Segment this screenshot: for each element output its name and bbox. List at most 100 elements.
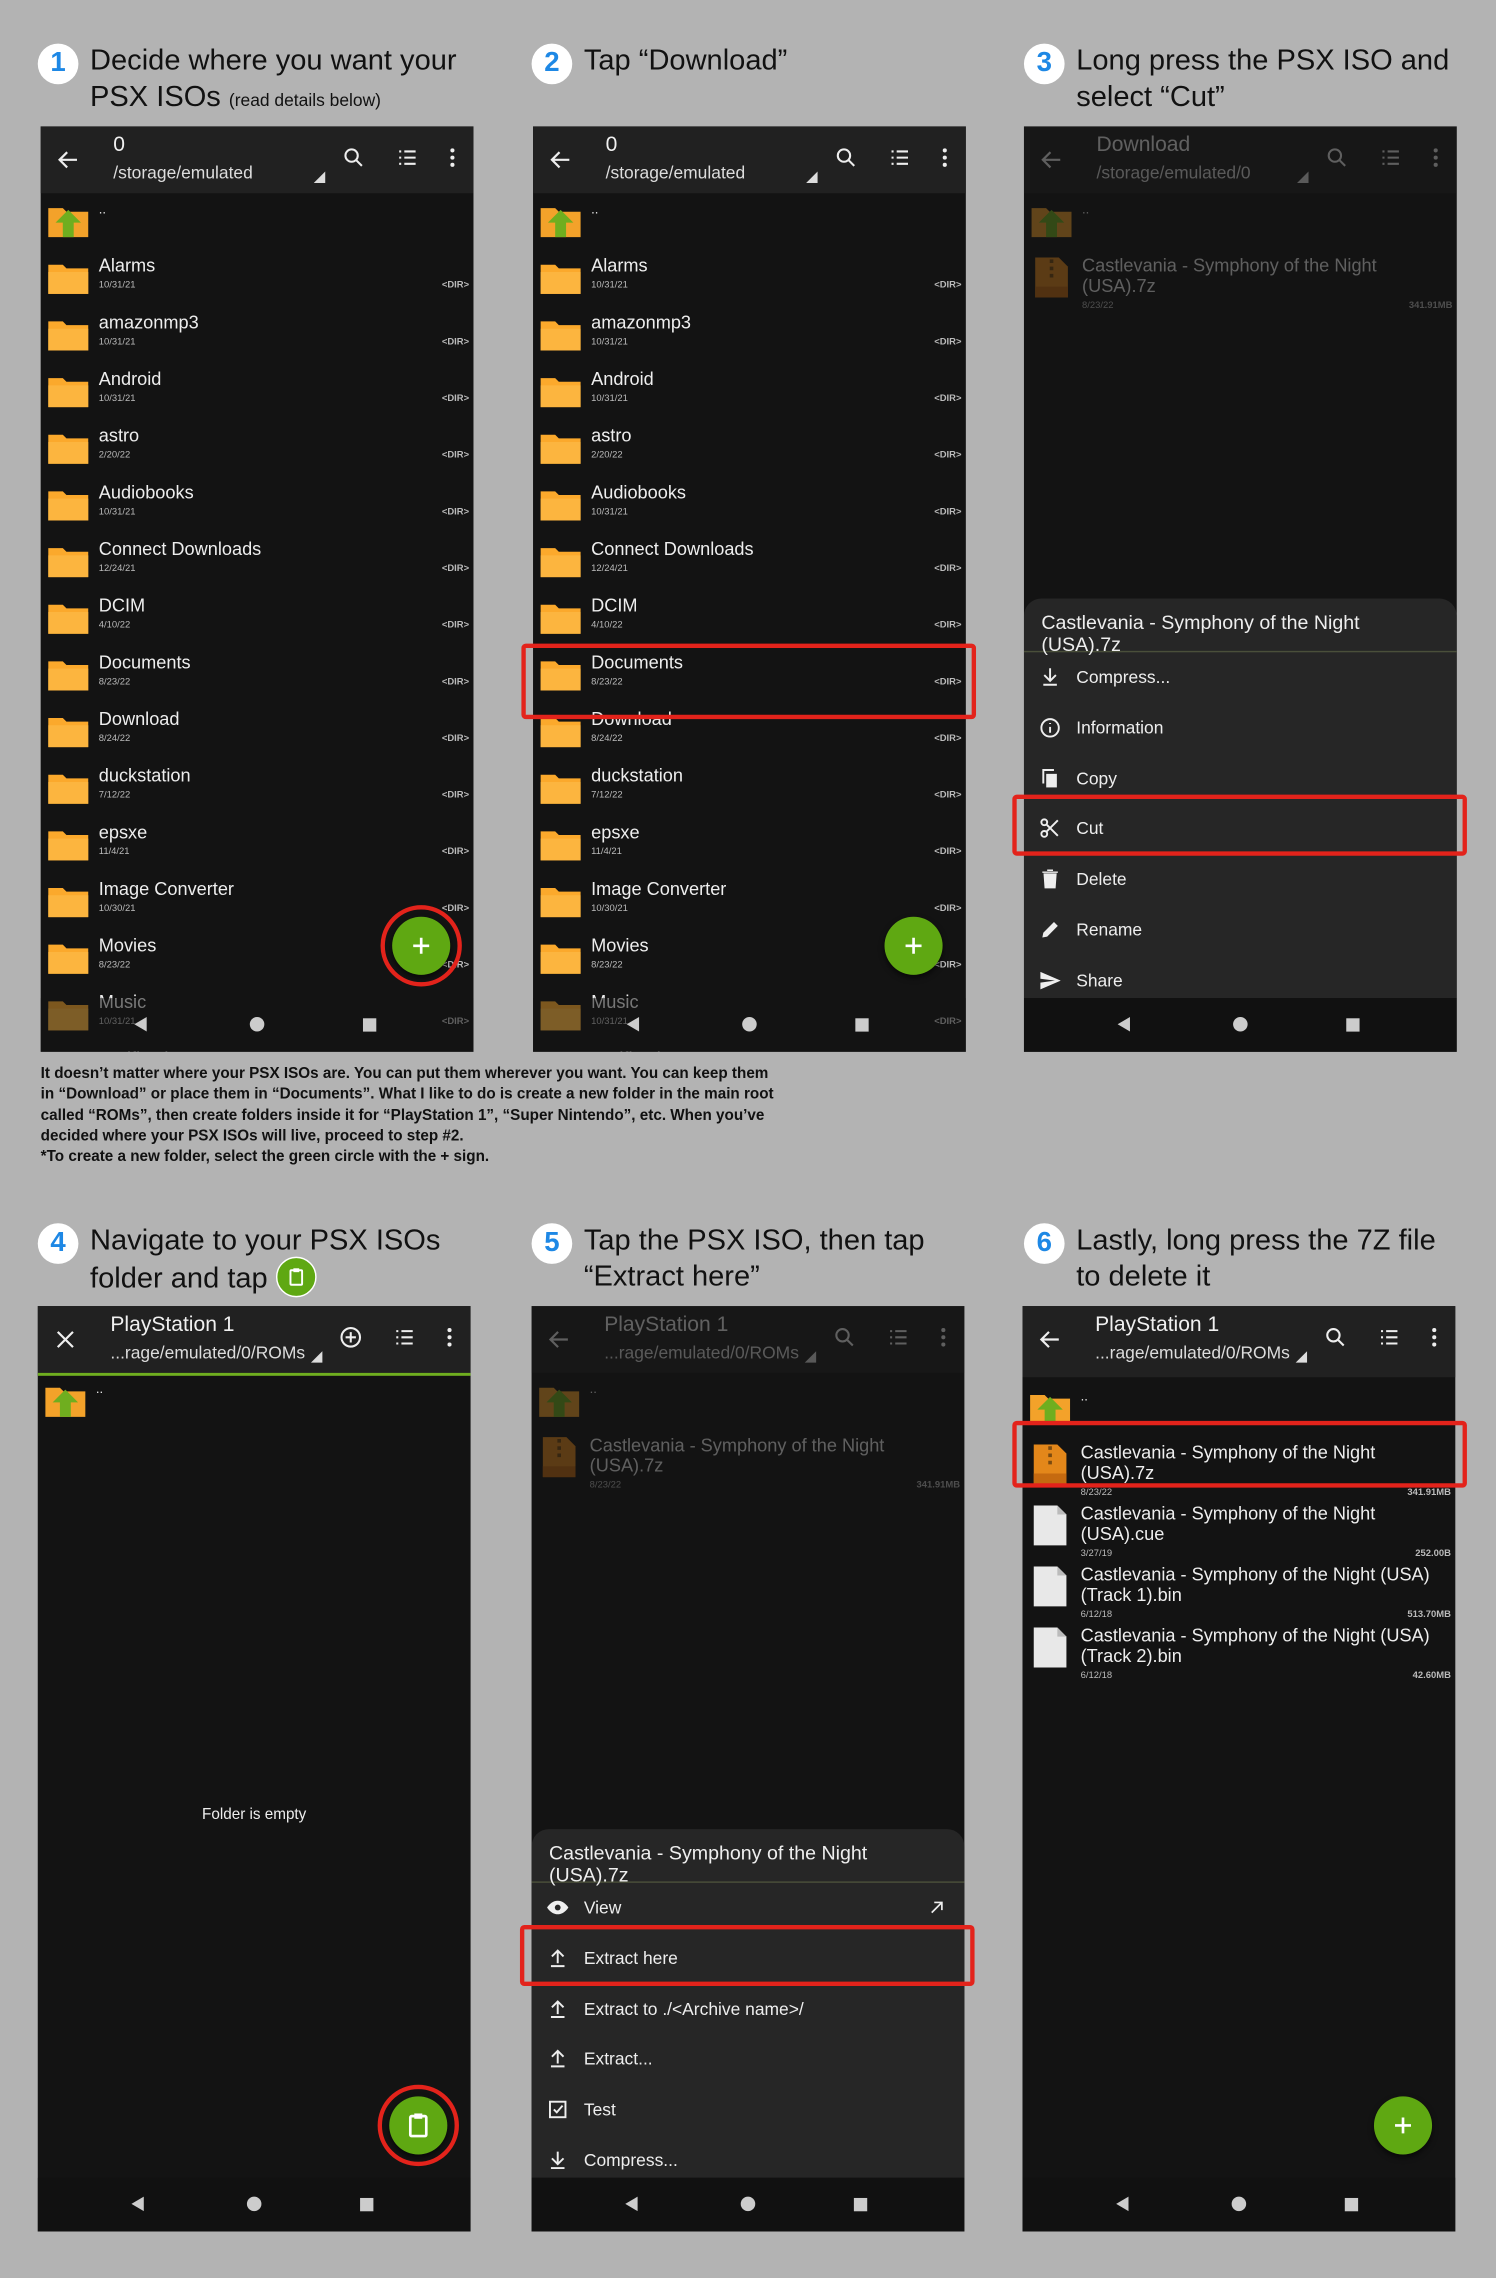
more-button — [450, 148, 455, 167]
view-button — [1382, 150, 1399, 165]
step-title-text: Tap the PSX ISO, then tap “Extract here” — [583, 1224, 925, 1293]
folder-path: /storage/emulated/0 — [1096, 162, 1251, 184]
menu-option[interactable]: Compress... — [1024, 652, 1457, 703]
menu-option[interactable]: Cut — [1024, 804, 1457, 855]
file-row[interactable]: Alarms 10/31/21 <DIR> — [41, 250, 474, 307]
step-number: 2 — [531, 43, 573, 85]
file-date: 2/20/22 — [591, 450, 623, 461]
back-button — [550, 151, 570, 169]
toolbar: 0/storage/emulated — [533, 126, 966, 194]
file-text: .. — [99, 193, 469, 250]
folder-title: PlayStation 1 — [1095, 1313, 1220, 1337]
file-row[interactable]: amazonmp3 10/31/21 <DIR> — [533, 307, 966, 364]
file-row[interactable]: epsxe 11/4/21 <DIR> — [533, 816, 966, 873]
menu-option[interactable]: Share — [1024, 956, 1457, 1007]
menu-option[interactable]: Extract... — [532, 2034, 965, 2085]
file-meta: 10/30/21 <DIR> — [99, 904, 469, 914]
file-row[interactable]: DCIM 4/10/22 <DIR> — [41, 590, 474, 647]
option-icon — [550, 2151, 565, 2170]
file-row[interactable]: Connect Downloads 12/24/21 <DIR> — [533, 533, 966, 590]
folder-icon — [540, 718, 581, 748]
menu-option[interactable]: Compress... — [532, 2136, 965, 2187]
highlight-box — [521, 643, 977, 720]
file-row[interactable]: Documents 8/23/22 <DIR> — [533, 646, 966, 703]
file-row[interactable]: .. — [38, 1373, 471, 1430]
file-row[interactable]: duckstation 7/12/22 <DIR> — [41, 760, 474, 817]
file-row[interactable]: Download 8/24/22 <DIR> — [41, 703, 474, 760]
menu-option[interactable]: Extract to ./<Archive name>/ — [532, 1984, 965, 2035]
nav-home — [740, 2196, 756, 2212]
file-size: <DIR> — [441, 450, 470, 461]
phone-screen: PlayStation 1 ...rage/emulated/0/ROMs.. Ca… — [531, 1306, 965, 2232]
file-name: Castlevania - Symphony of the Night (USA… — [1082, 255, 1377, 297]
folder-icon — [540, 944, 581, 974]
fab-button[interactable] — [884, 916, 943, 975]
file-row[interactable]: Documents 8/23/22 <DIR> — [41, 646, 474, 703]
open-external-icon — [931, 1901, 943, 1914]
menu-option[interactable]: Information — [1024, 703, 1457, 754]
file-row[interactable]: Castlevania - Symphony of the Night (USA… — [1022, 1437, 1455, 1498]
file-date: 8/24/22 — [591, 733, 623, 744]
file-row[interactable]: .. — [533, 193, 966, 250]
file-row[interactable]: astro 2/20/22 <DIR> — [41, 420, 474, 477]
file-row[interactable]: Android 10/31/21 <DIR> — [41, 363, 474, 420]
file-row[interactable]: Castlevania - Symphony of the Night (USA… — [1022, 1498, 1455, 1559]
file-row[interactable]: amazonmp3 10/31/21 <DIR> — [41, 307, 474, 364]
navigation-bar — [1023, 998, 1457, 1052]
file-text: astro 2/20/22 <DIR> — [591, 420, 961, 477]
parent-icon — [48, 208, 89, 238]
menu-option[interactable]: Extract here — [532, 1933, 965, 1984]
file-row[interactable]: Movies 8/23/22 <DIR> — [533, 930, 966, 987]
file-icon — [537, 596, 583, 647]
file-size: 252.00B — [1415, 1548, 1451, 1559]
file-row[interactable]: .. — [41, 193, 474, 250]
file-size: <DIR> — [934, 677, 962, 688]
step-number: 1 — [37, 43, 79, 85]
file-row[interactable]: Castlevania - Symphony of the Night (USA… — [1022, 1559, 1455, 1620]
file-icon — [1027, 1626, 1073, 1681]
file-row[interactable]: Audiobooks 10/31/21 <DIR> — [533, 477, 966, 534]
menu-option[interactable]: Delete — [1024, 855, 1457, 906]
file-text: DCIM 4/10/22 <DIR> — [99, 590, 469, 647]
file-row[interactable]: Alarms 10/31/21 <DIR> — [533, 250, 966, 307]
file-row[interactable]: Castlevania - Symphony of the Night (USA… — [532, 1430, 965, 1491]
file-row[interactable]: Audiobooks 10/31/21 <DIR> — [41, 477, 474, 534]
file-meta: 11/4/21 <DIR> — [99, 847, 469, 857]
nav-back — [134, 1016, 147, 1032]
file-row[interactable]: epsxe 11/4/21 <DIR> — [41, 816, 474, 873]
highlight-box — [519, 1924, 975, 1986]
file-row[interactable]: Image Converter 10/30/21 <DIR> — [41, 873, 474, 930]
fab-button[interactable] — [1373, 2096, 1433, 2155]
option-icon — [550, 1948, 565, 1967]
file-size: <DIR> — [934, 960, 962, 971]
file-row[interactable]: Connect Downloads 12/24/21 <DIR> — [41, 533, 474, 590]
file-name: Image Converter — [98, 878, 234, 900]
file-row[interactable]: astro 2/20/22 <DIR> — [533, 420, 966, 477]
file-row[interactable]: .. — [1024, 193, 1457, 250]
file-row[interactable]: Castlevania - Symphony of the Night (USA… — [1024, 250, 1457, 311]
nav-back — [1117, 1016, 1130, 1032]
menu-option[interactable]: Test — [532, 2085, 965, 2136]
file-text: duckstation 7/12/22 <DIR> — [591, 760, 961, 817]
file-row[interactable]: DCIM 4/10/22 <DIR> — [533, 590, 966, 647]
new-folder-button — [340, 1327, 362, 1348]
file-date: 4/10/22 — [591, 620, 623, 631]
menu-option[interactable]: Copy — [1024, 753, 1457, 804]
nav-back — [625, 2196, 638, 2212]
file-size: <DIR> — [441, 677, 470, 688]
file-row[interactable]: Image Converter 10/30/21 <DIR> — [533, 873, 966, 930]
back-button — [1041, 151, 1061, 169]
file-row[interactable]: Movies 8/23/22 <DIR> — [41, 930, 474, 987]
file-meta: 10/31/21 <DIR> — [99, 280, 469, 290]
file-meta: 10/31/21 <DIR> — [591, 280, 961, 290]
file-row[interactable]: .. — [1022, 1380, 1455, 1437]
file-text: Documents 8/23/22 <DIR> — [591, 646, 961, 703]
file-name: .. — [1080, 1388, 1088, 1404]
file-row[interactable]: Castlevania - Symphony of the Night (USA… — [1022, 1620, 1455, 1681]
file-row[interactable]: duckstation 7/12/22 <DIR> — [533, 760, 966, 817]
menu-option[interactable]: View — [532, 1883, 965, 1934]
menu-option[interactable]: Rename — [1024, 905, 1457, 956]
step-number: 6 — [1023, 1223, 1065, 1264]
file-row[interactable]: Android 10/31/21 <DIR> — [533, 363, 966, 420]
file-row[interactable]: .. — [532, 1373, 965, 1430]
